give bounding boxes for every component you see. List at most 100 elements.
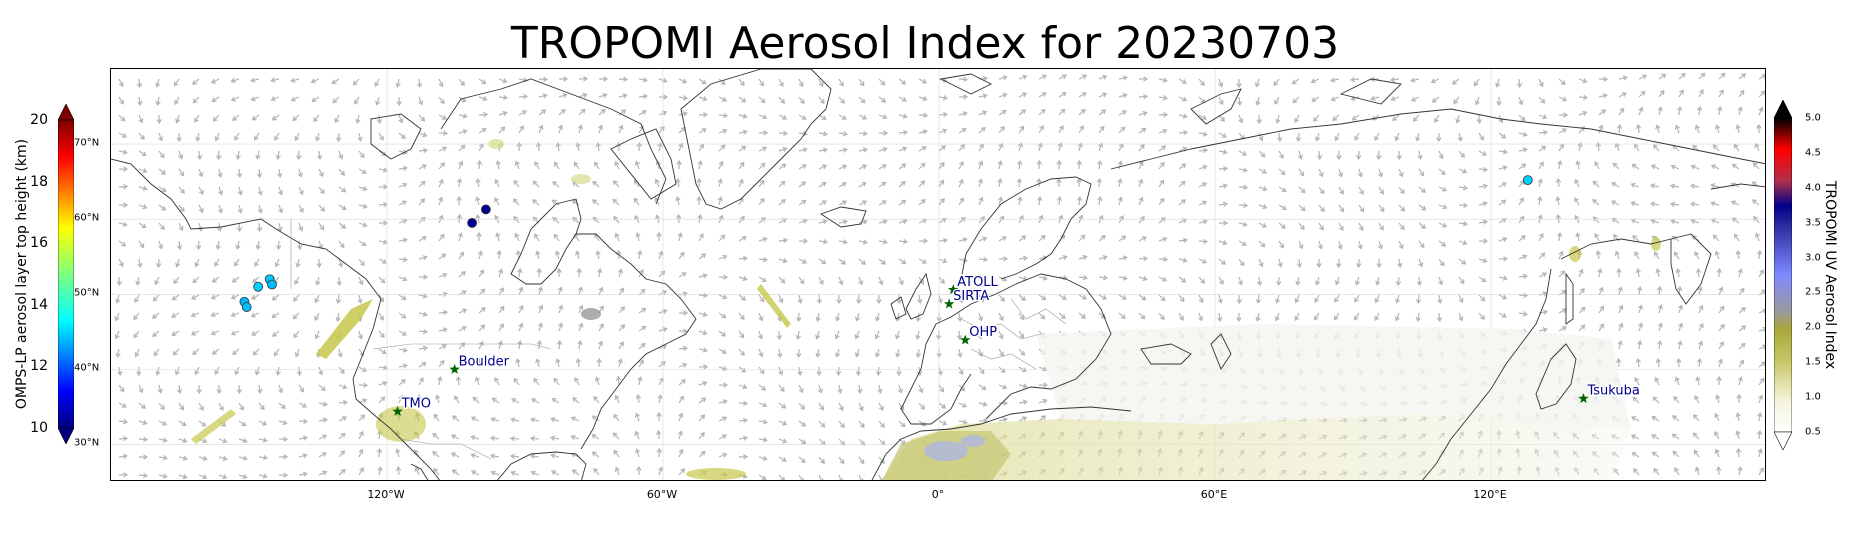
wind-arrow — [678, 412, 684, 422]
wind-arrow — [152, 294, 160, 302]
wind-arrow — [298, 186, 304, 196]
wind-arrow — [778, 180, 786, 188]
wind-arrow — [1758, 326, 1765, 332]
wind-arrow — [398, 200, 408, 206]
wind-arrow — [1118, 294, 1127, 300]
wind-arrow — [1118, 75, 1128, 81]
wind-arrow — [818, 131, 829, 137]
wind-arrow — [216, 384, 222, 395]
right-colorbar-tick: 1.0 — [1805, 391, 1821, 403]
wind-arrow — [1669, 201, 1680, 207]
wind-arrow — [1757, 411, 1763, 422]
wind-arrow — [115, 348, 121, 359]
wind-arrow — [718, 274, 729, 280]
wind-arrow — [818, 474, 824, 480]
wind-arrow — [455, 375, 462, 386]
wind-arrow — [618, 93, 628, 99]
wind-arrow — [938, 276, 945, 285]
wind-arrow — [1058, 275, 1069, 281]
wind-arrow — [1318, 222, 1324, 231]
wind-arrow — [1258, 132, 1264, 142]
wind-arrow — [155, 96, 161, 107]
wind-arrow — [358, 222, 368, 228]
wind-arrow — [978, 236, 988, 242]
wind-arrow — [915, 330, 921, 340]
wind-arrow — [195, 132, 201, 142]
wind-arrow — [591, 451, 600, 458]
wind-arrow — [1657, 304, 1663, 314]
wind-arrow — [158, 473, 168, 479]
aerosol-index-layer — [191, 139, 1661, 480]
wind-arrow — [778, 78, 784, 87]
wind-arrow — [1436, 132, 1442, 143]
wind-arrow — [1118, 110, 1127, 116]
wind-arrow — [153, 348, 160, 357]
wind-arrow — [250, 77, 260, 83]
wind-arrow — [634, 448, 641, 458]
wind-arrow — [278, 454, 289, 460]
wind-arrow — [658, 377, 664, 386]
wind-arrow — [1018, 416, 1028, 422]
wind-arrow — [533, 377, 540, 386]
wind-arrow — [176, 384, 183, 395]
right-colorbar-bottom-extend — [1774, 431, 1792, 450]
wind-arrow — [758, 162, 766, 170]
white-plume-region — [1036, 324, 1631, 429]
wind-arrow — [1314, 294, 1320, 303]
wind-arrow — [1018, 215, 1024, 224]
wind-arrow — [1555, 177, 1562, 188]
lat-label: 60°N — [74, 212, 100, 224]
coast-ireland — [890, 296, 907, 320]
coast-baffin — [610, 128, 677, 200]
wind-arrow — [378, 258, 387, 264]
wind-arrow — [509, 453, 520, 460]
site-label: OHP — [969, 325, 997, 340]
wind-arrow — [1418, 222, 1426, 229]
wind-arrow — [638, 307, 647, 314]
omps-point — [241, 302, 252, 312]
wind-arrow — [270, 77, 280, 83]
wind-arrow — [1158, 161, 1165, 170]
wind-arrow — [1649, 201, 1660, 207]
wind-arrow — [738, 384, 748, 390]
wind-arrow — [478, 269, 485, 278]
wind-arrow — [254, 366, 260, 376]
wind-arrow — [318, 186, 325, 195]
coast-alaska — [111, 158, 382, 300]
wind-arrow — [1138, 160, 1144, 170]
wind-arrow — [398, 114, 404, 124]
wind-arrow — [210, 312, 220, 318]
wind-arrow — [530, 470, 540, 476]
wind-arrow — [1198, 276, 1206, 284]
coast-arctic-islands — [370, 113, 422, 160]
coast-iberia — [900, 323, 972, 425]
wind-arrow — [1118, 142, 1124, 152]
wind-arrow — [495, 232, 501, 242]
wind-arrow — [1158, 236, 1168, 242]
wind-arrow — [578, 92, 588, 98]
wind-arrow — [1651, 434, 1660, 440]
wind-arrow — [1038, 125, 1044, 134]
wind-arrow — [1617, 340, 1623, 350]
wind-arrow — [1598, 76, 1609, 82]
wind-arrow — [1058, 255, 1068, 261]
wind-arrow — [178, 420, 187, 427]
wind-arrow — [290, 96, 300, 102]
wind-arrow — [1758, 106, 1764, 116]
wind-arrow — [532, 180, 540, 188]
wind-arrow — [778, 366, 784, 376]
wind-arrow — [1098, 275, 1109, 281]
wind-arrow — [818, 147, 829, 153]
wind-arrow — [698, 330, 708, 336]
wind-arrow — [878, 146, 888, 153]
wind-arrow — [1716, 267, 1722, 278]
wind-arrow — [578, 108, 586, 116]
wind-arrow — [454, 395, 460, 404]
wind-arrow — [1538, 291, 1548, 297]
wind-arrow — [158, 186, 167, 193]
wind-arrow — [573, 161, 580, 170]
wind-arrow — [718, 144, 726, 152]
wind-arrow — [1518, 273, 1529, 280]
wind-arrow — [173, 78, 180, 87]
wind-arrow — [798, 181, 807, 188]
